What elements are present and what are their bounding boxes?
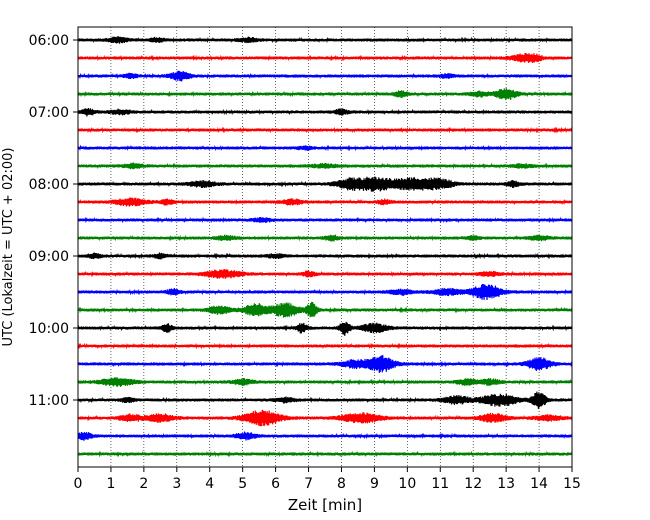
x-tick-label: 15 bbox=[563, 476, 581, 492]
x-axis-title: Zeit [min] bbox=[288, 496, 362, 514]
trace-0715 bbox=[77, 126, 573, 134]
trace-1015 bbox=[77, 342, 573, 350]
y-tick-label: 06:00 bbox=[29, 33, 69, 49]
x-tick-label: 3 bbox=[172, 476, 181, 492]
trace-0815 bbox=[77, 197, 573, 207]
x-tick-label: 2 bbox=[139, 476, 148, 492]
trace-1100 bbox=[77, 391, 573, 409]
y-tick-label: 07:00 bbox=[29, 105, 69, 121]
x-tick-label: 13 bbox=[497, 476, 515, 492]
trace-0800 bbox=[77, 176, 573, 192]
trace-1115 bbox=[77, 409, 573, 427]
x-tick-label: 4 bbox=[205, 476, 214, 492]
x-tick-label: 8 bbox=[337, 476, 346, 492]
trace-1045 bbox=[77, 377, 573, 387]
seismic-traces bbox=[77, 36, 573, 458]
trace-0730 bbox=[77, 144, 573, 152]
x-tick-label: 6 bbox=[271, 476, 280, 492]
x-axis-ticks: 0 1 2 3 4 5 6 7 8 9 10 11 12 13 14 15 bbox=[74, 467, 581, 492]
trace-0645 bbox=[77, 88, 573, 101]
x-tick-label: 1 bbox=[106, 476, 115, 492]
trace-1145 bbox=[77, 450, 573, 458]
y-axis-ticks: 06:00 07:00 08:00 09:00 10:00 11:00 bbox=[29, 33, 78, 409]
plot-frame bbox=[77, 26, 573, 468]
x-tick-label: 5 bbox=[238, 476, 247, 492]
y-axis-title: UTC (Lokalzeit = UTC + 02:00) bbox=[1, 148, 16, 347]
trace-0845 bbox=[77, 234, 573, 242]
trace-0700 bbox=[77, 108, 573, 117]
x-tick-label: 0 bbox=[74, 476, 83, 492]
trace-0915 bbox=[77, 269, 573, 279]
x-tick-label: 12 bbox=[464, 476, 482, 492]
y-tick-label: 10:00 bbox=[29, 321, 69, 337]
trace-0600 bbox=[77, 36, 573, 44]
y-tick-label: 11:00 bbox=[29, 393, 69, 409]
trace-0900 bbox=[77, 252, 573, 260]
trace-0615 bbox=[77, 52, 573, 64]
trace-0830 bbox=[77, 216, 573, 224]
x-tick-label: 14 bbox=[530, 476, 548, 492]
x-tick-label: 7 bbox=[304, 476, 313, 492]
trace-1130 bbox=[77, 431, 573, 441]
y-tick-label: 08:00 bbox=[29, 177, 69, 193]
trace-0630 bbox=[77, 70, 573, 82]
x-tick-label: 10 bbox=[398, 476, 416, 492]
trace-1030 bbox=[77, 355, 573, 374]
trace-1000 bbox=[77, 321, 573, 336]
trace-0945 bbox=[77, 301, 573, 318]
trace-0745 bbox=[77, 162, 573, 170]
x-tick-label: 9 bbox=[370, 476, 379, 492]
y-tick-label: 09:00 bbox=[29, 249, 69, 265]
trace-0930 bbox=[77, 283, 573, 301]
x-tick-label: 11 bbox=[431, 476, 449, 492]
